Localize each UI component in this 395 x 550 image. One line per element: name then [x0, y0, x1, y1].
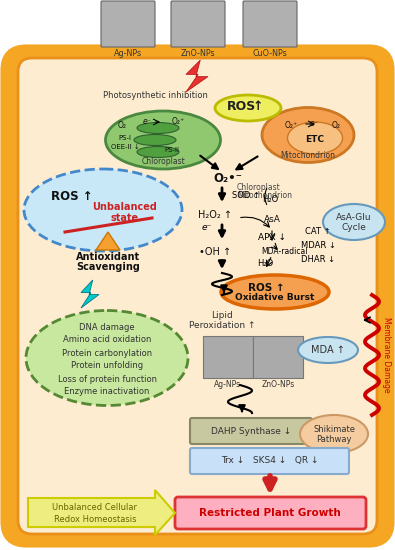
Text: Photosynthetic inhibition: Photosynthetic inhibition: [103, 91, 207, 101]
FancyBboxPatch shape: [101, 1, 155, 47]
Ellipse shape: [26, 311, 188, 405]
Text: Amino acid oxidation: Amino acid oxidation: [63, 336, 151, 344]
Text: Lipid: Lipid: [211, 311, 233, 320]
Text: Unbalanced: Unbalanced: [92, 202, 158, 212]
Text: APX ↓: APX ↓: [258, 234, 286, 243]
Text: Shikimate: Shikimate: [313, 425, 355, 433]
FancyBboxPatch shape: [171, 1, 225, 47]
Ellipse shape: [262, 107, 354, 162]
Text: Enzyme inactivation: Enzyme inactivation: [64, 388, 150, 397]
Text: ZnO-NPs: ZnO-NPs: [181, 49, 215, 58]
Text: H₂O: H₂O: [257, 260, 273, 268]
Text: AsA-Glu: AsA-Glu: [336, 213, 372, 223]
Text: Protein carbonylation: Protein carbonylation: [62, 349, 152, 358]
Polygon shape: [81, 280, 99, 308]
Text: Peroxidation ↑: Peroxidation ↑: [189, 321, 255, 329]
Text: MDA ↑: MDA ↑: [311, 345, 345, 355]
Text: Pathway: Pathway: [316, 436, 352, 444]
Text: DNA damage: DNA damage: [79, 322, 135, 332]
Ellipse shape: [24, 169, 182, 251]
Text: ↑: ↑: [253, 100, 263, 113]
Text: Unbalanced Cellular: Unbalanced Cellular: [53, 503, 137, 512]
Text: H₂O₂ ↑: H₂O₂ ↑: [198, 210, 232, 220]
Text: CAT ↑: CAT ↑: [305, 228, 331, 236]
Text: Trx ↓   SKS4 ↓   QR ↓: Trx ↓ SKS4 ↓ QR ↓: [221, 456, 319, 465]
Ellipse shape: [137, 146, 179, 157]
Ellipse shape: [105, 111, 220, 169]
Ellipse shape: [288, 122, 342, 154]
Text: state: state: [111, 213, 139, 223]
Polygon shape: [96, 232, 120, 250]
Text: ROS ↑: ROS ↑: [248, 283, 284, 293]
Text: Antioxidant: Antioxidant: [76, 252, 140, 262]
FancyBboxPatch shape: [203, 336, 253, 378]
Text: Chloroplast: Chloroplast: [237, 183, 281, 191]
Text: e⁻: e⁻: [310, 119, 318, 129]
Text: Loss of protein function: Loss of protein function: [58, 375, 156, 383]
FancyBboxPatch shape: [190, 418, 312, 444]
FancyBboxPatch shape: [18, 58, 377, 534]
Text: PS-II: PS-II: [164, 147, 179, 153]
Text: Mitochondrion: Mitochondrion: [280, 151, 335, 161]
FancyBboxPatch shape: [253, 336, 303, 378]
Text: ETC: ETC: [305, 135, 325, 145]
Text: ROS ↑: ROS ↑: [51, 190, 93, 204]
Text: O₂: O₂: [331, 122, 340, 130]
Ellipse shape: [298, 337, 358, 363]
Text: CuO-NPs: CuO-NPs: [253, 49, 288, 58]
Text: Membrane Damage: Membrane Damage: [382, 317, 391, 393]
Ellipse shape: [215, 95, 281, 121]
Text: Protein unfolding: Protein unfolding: [71, 361, 143, 371]
Text: OEE-II ↓: OEE-II ↓: [111, 144, 139, 150]
Text: Ag-NPs: Ag-NPs: [114, 49, 142, 58]
Text: O₂⁺: O₂⁺: [284, 122, 297, 130]
FancyBboxPatch shape: [190, 448, 349, 474]
Text: ROS: ROS: [228, 100, 257, 113]
Text: Scavenging: Scavenging: [76, 262, 140, 272]
Ellipse shape: [134, 135, 176, 146]
Text: Chloroplast: Chloroplast: [141, 157, 185, 167]
Text: Mitochondrion: Mitochondrion: [237, 190, 292, 200]
Text: Restricted Plant Growth: Restricted Plant Growth: [199, 508, 341, 518]
FancyBboxPatch shape: [6, 50, 389, 542]
Text: PS-I: PS-I: [118, 135, 132, 141]
Text: e⁻: e⁻: [202, 223, 212, 233]
Text: DAHP Synthase ↓: DAHP Synthase ↓: [211, 426, 291, 436]
Ellipse shape: [137, 123, 179, 134]
Text: AsA: AsA: [263, 216, 280, 224]
Text: e⁻: e⁻: [143, 118, 151, 127]
Text: MDA-radical: MDA-radical: [262, 248, 308, 256]
Text: DHAR ↓: DHAR ↓: [301, 256, 335, 265]
FancyBboxPatch shape: [243, 1, 297, 47]
Text: ZnO-NPs: ZnO-NPs: [261, 380, 295, 389]
Text: Redox Homeostasis: Redox Homeostasis: [54, 514, 136, 524]
Text: H₂O: H₂O: [262, 195, 278, 205]
Text: Cycle: Cycle: [342, 223, 367, 233]
Text: O₂⁺: O₂⁺: [171, 118, 184, 127]
Ellipse shape: [300, 415, 368, 453]
Text: O₂•⁻: O₂•⁻: [214, 172, 243, 184]
Text: •OH ↑: •OH ↑: [199, 247, 231, 257]
Ellipse shape: [323, 204, 385, 240]
Text: Oxidative Burst: Oxidative Burst: [235, 294, 315, 302]
Ellipse shape: [221, 275, 329, 309]
Text: SOD ↑: SOD ↑: [232, 190, 260, 200]
Text: O₂: O₂: [117, 122, 126, 130]
Polygon shape: [28, 490, 175, 535]
FancyBboxPatch shape: [175, 497, 366, 529]
Text: Ag-NPs: Ag-NPs: [214, 380, 242, 389]
Text: MDAR ↓: MDAR ↓: [301, 241, 335, 250]
Polygon shape: [186, 60, 208, 92]
